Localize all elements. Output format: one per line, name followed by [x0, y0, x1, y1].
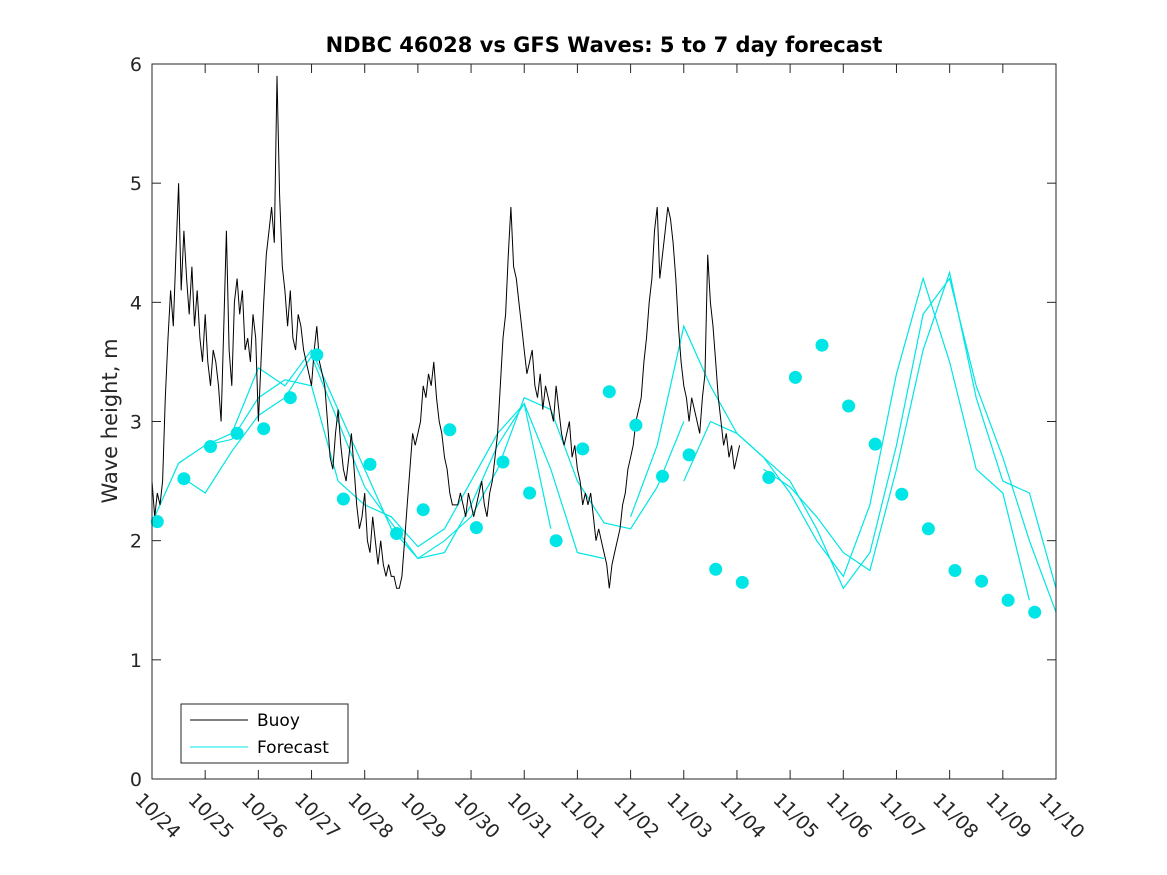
y-tick-label: 1	[130, 650, 142, 672]
y-axis-label: Wave height, m	[98, 338, 122, 503]
forecast-marker	[230, 426, 244, 440]
forecast-marker	[283, 391, 297, 405]
forecast-marker	[735, 575, 749, 589]
forecast-marker	[629, 418, 643, 432]
forecast-marker	[363, 457, 377, 471]
y-tick-label: 5	[130, 173, 142, 195]
forecast-marker	[576, 442, 590, 456]
forecast-marker	[762, 471, 776, 484]
forecast-marker	[709, 562, 723, 576]
forecast-marker	[815, 338, 829, 352]
y-tick-label: 4	[130, 292, 142, 314]
forecast-marker	[788, 370, 802, 384]
buoy-line	[151, 75, 741, 589]
forecast-marker	[921, 522, 935, 536]
forecast-marker	[1028, 605, 1042, 619]
forecast-marker	[390, 527, 404, 540]
forecast-marker	[336, 492, 350, 506]
legend-buoy-label: Buoy	[257, 711, 300, 731]
plot-area	[150, 63, 1057, 780]
forecast-marker	[496, 455, 510, 469]
y-tick-label: 6	[130, 54, 142, 76]
forecast-marker	[549, 534, 563, 548]
forecast-marker	[895, 487, 909, 501]
legend-forecast-label: Forecast	[257, 738, 329, 758]
forecast-marker	[177, 472, 191, 486]
forecast-marker	[682, 448, 696, 462]
forecast-marker	[469, 521, 483, 535]
forecast-marker	[310, 348, 324, 362]
legend-box	[180, 703, 349, 764]
y-tick-label: 2	[130, 531, 142, 553]
y-tick-label: 3	[130, 412, 142, 434]
forecast-marker	[150, 515, 164, 529]
forecast-marker	[602, 385, 616, 399]
forecast-marker	[842, 399, 856, 413]
forecast-marker	[948, 564, 962, 577]
forecast-line-5	[683, 277, 1057, 613]
chart-title: NDBC 46028 vs GFS Waves: 5 to 7 day fore…	[326, 33, 883, 57]
forecast-marker	[523, 486, 537, 500]
forecast-line-2	[178, 354, 605, 560]
forecast-marker	[443, 423, 457, 437]
forecast-marker	[975, 574, 989, 588]
forecast-marker	[204, 440, 217, 453]
y-tick-label: 0	[130, 769, 142, 791]
legend: Buoy Forecast	[180, 703, 349, 764]
forecast-marker	[416, 503, 430, 517]
forecast-marker	[656, 469, 669, 483]
forecast-line-6	[763, 270, 1057, 589]
axes-background	[152, 64, 1056, 779]
y-axis: 0 1 2 3 4 5 6	[130, 54, 1056, 791]
forecast-marker	[1001, 593, 1015, 607]
forecast-line-3	[204, 348, 685, 560]
forecast-line-1	[151, 379, 552, 548]
forecast-marker	[257, 422, 271, 436]
forecast-marker	[868, 437, 882, 451]
